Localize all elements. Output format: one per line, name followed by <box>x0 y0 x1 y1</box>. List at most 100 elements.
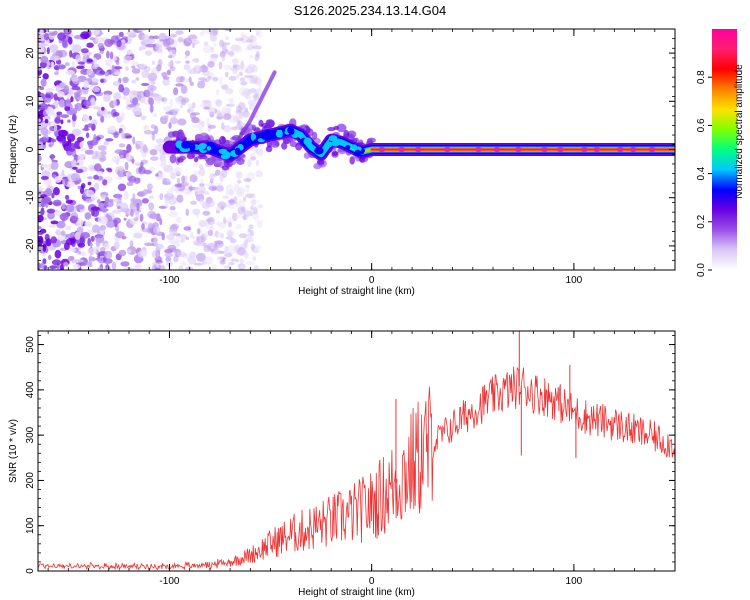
noise-speck <box>201 29 205 35</box>
noise-speck <box>52 187 60 196</box>
noise-speck <box>163 106 172 112</box>
noise-speck <box>235 223 242 230</box>
noise-speck <box>228 75 237 81</box>
noise-speck <box>211 186 216 191</box>
ridge-halo <box>343 129 350 139</box>
noise-speck <box>181 175 186 184</box>
noise-speck <box>74 231 81 240</box>
noise-speck <box>201 79 210 83</box>
noise-speck <box>65 204 75 213</box>
noise-speck <box>111 155 121 164</box>
noise-speck <box>38 153 41 162</box>
noise-speck <box>42 243 47 252</box>
noise-speck <box>201 64 207 70</box>
noise-speck <box>166 69 171 76</box>
noise-speck <box>228 205 236 210</box>
noise-speck <box>255 29 259 37</box>
noise-speck <box>248 55 254 59</box>
noise-speck <box>113 92 122 101</box>
noise-speck <box>203 106 210 110</box>
noise-speck <box>141 223 145 230</box>
noise-speck <box>168 122 172 129</box>
noise-speck <box>224 29 233 32</box>
noise-speck <box>239 243 248 250</box>
noise-speck <box>155 173 159 177</box>
noise-speck <box>175 83 184 87</box>
noise-speck <box>235 109 242 114</box>
noise-speck <box>123 190 129 200</box>
noise-speck <box>126 49 133 56</box>
noise-speck <box>138 166 143 172</box>
noise-speck <box>87 176 93 180</box>
noise-speck <box>122 87 130 96</box>
noise-speck <box>93 57 97 66</box>
ridge-blob <box>354 149 361 157</box>
ridge-peak <box>629 147 637 152</box>
noise-speck <box>256 147 264 157</box>
noise-speck <box>155 260 163 264</box>
noise-speck <box>38 231 44 235</box>
noise-speck <box>115 60 120 66</box>
noise-speck <box>94 163 102 172</box>
noise-speck <box>248 224 254 229</box>
noise-speck <box>226 244 237 254</box>
noise-speck <box>207 75 212 80</box>
noise-speck <box>198 164 204 170</box>
noise-speck <box>173 87 179 96</box>
noise-speck <box>91 156 97 160</box>
ridge-blob <box>303 137 312 146</box>
noise-speck <box>194 188 198 193</box>
noise-speck <box>205 218 213 222</box>
noise-speck <box>249 74 259 84</box>
noise-speck <box>113 132 119 139</box>
ridge-halo <box>283 140 292 144</box>
y-tick-label: -10 <box>25 190 36 205</box>
noise-speck <box>118 143 126 148</box>
noise-speck <box>225 187 229 197</box>
noise-speck <box>238 87 247 96</box>
noise-speck <box>111 261 117 270</box>
noise-speck <box>237 263 246 270</box>
noise-speck <box>39 29 44 36</box>
noise-speck <box>92 209 99 217</box>
noise-speck <box>257 221 263 229</box>
noise-speck <box>245 39 253 43</box>
noise-speck <box>50 236 57 244</box>
noise-speck <box>151 250 160 259</box>
noise-speck <box>87 181 92 186</box>
noise-speck <box>229 238 237 244</box>
noise-speck <box>38 262 41 270</box>
noise-speck <box>193 262 203 266</box>
ridge-halo <box>359 156 365 163</box>
noise-speck <box>123 217 127 221</box>
noise-speck <box>144 125 150 130</box>
noise-speck <box>218 61 223 70</box>
ridge-halo <box>258 119 264 127</box>
ridge-halo <box>221 165 230 171</box>
noise-speck <box>165 37 175 46</box>
noise-speck <box>191 117 200 124</box>
noise-speck <box>59 264 64 270</box>
noise-speck <box>215 89 220 96</box>
noise-speck <box>117 165 124 172</box>
noise-speck <box>59 99 65 108</box>
noise-speck <box>249 152 257 161</box>
noise-speck <box>149 104 154 113</box>
noise-speck <box>65 70 75 75</box>
noise-speck <box>127 104 137 108</box>
noise-speck <box>47 254 52 260</box>
noise-speck <box>40 207 45 216</box>
noise-speck <box>38 186 45 191</box>
noise-speck <box>250 229 254 237</box>
ridge-blob <box>351 144 358 150</box>
noise-speck <box>52 199 62 207</box>
ridge-blob <box>234 147 241 156</box>
noise-speck <box>199 198 204 205</box>
noise-speck <box>175 234 181 243</box>
noise-speck <box>100 78 104 83</box>
noise-speck <box>133 177 141 184</box>
noise-speck <box>193 66 197 74</box>
noise-speck <box>69 215 78 224</box>
noise-speck <box>237 102 246 110</box>
noise-speck <box>75 168 84 174</box>
